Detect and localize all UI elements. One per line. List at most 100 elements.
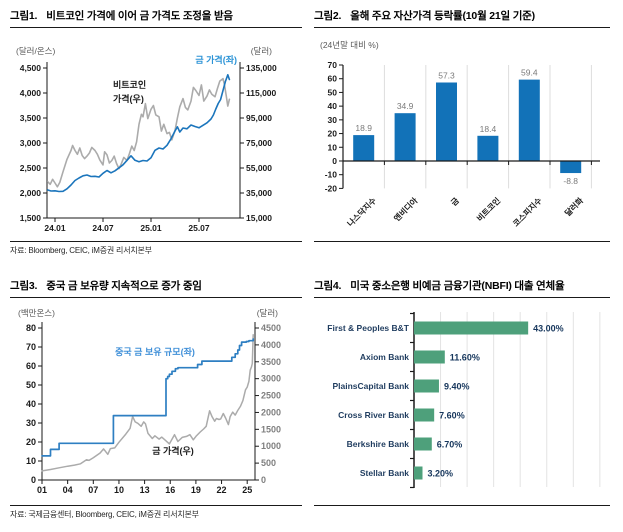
- svg-text:34.9: 34.9: [397, 101, 414, 111]
- svg-text:중국 금 보유 규모(좌): 중국 금 보유 규모(좌): [115, 346, 195, 357]
- svg-text:4000: 4000: [261, 340, 281, 350]
- svg-text:7.60%: 7.60%: [439, 411, 465, 421]
- svg-text:Berkshire Bank: Berkshire Bank: [347, 439, 410, 449]
- svg-text:가격(우): 가격(우): [113, 93, 144, 104]
- svg-text:금 가격(좌): 금 가격(좌): [195, 54, 237, 65]
- svg-text:4,000: 4,000: [20, 88, 42, 98]
- figure-1-title-rule: [10, 27, 302, 28]
- bar-PlainsCapital Bank: [414, 379, 439, 393]
- svg-text:70: 70: [26, 342, 36, 352]
- svg-text:(백만온스): (백만온스): [18, 308, 55, 318]
- svg-text:15,000: 15,000: [246, 213, 272, 223]
- figure-2-bottom-rule: [314, 241, 610, 242]
- svg-text:40: 40: [26, 399, 36, 409]
- svg-text:-20: -20: [325, 183, 338, 193]
- figure-1-bottom-rule: [10, 241, 302, 242]
- china-gold-holdings-left-line: [41, 338, 255, 457]
- svg-text:나스닥지수: 나스닥지수: [345, 195, 379, 229]
- figure-3-title-rule: [10, 297, 302, 298]
- svg-text:3500: 3500: [261, 357, 281, 367]
- svg-text:24.01: 24.01: [44, 223, 66, 233]
- figure-3-title: 그림3. 중국 금 보유량 지속적으로 증가 중임: [10, 278, 202, 293]
- svg-text:25.07: 25.07: [188, 223, 210, 233]
- svg-text:2500: 2500: [261, 391, 281, 401]
- svg-text:55,000: 55,000: [246, 163, 272, 173]
- svg-text:95,000: 95,000: [246, 113, 272, 123]
- figure-4-chart-nbfi-delinquency: First & Peoples B&T 43.00% Axiom Bank 11.60…: [327, 312, 601, 489]
- svg-text:0: 0: [31, 475, 36, 485]
- svg-text:50: 50: [328, 87, 338, 97]
- bar-Stellar Bank: [414, 466, 423, 480]
- svg-text:135,000: 135,000: [246, 63, 277, 73]
- figure-4-heading: 미국 중소은행 비예금 금융기관(NBFI) 대출 연체율: [350, 280, 565, 292]
- svg-text:19: 19: [191, 485, 201, 495]
- svg-text:115,000: 115,000: [246, 88, 277, 98]
- svg-text:13: 13: [140, 485, 150, 495]
- figure-1: 그림1. 비트코인 가격에 이어 금 가격도 조정을 받음 (달러/온스) (달러)…: [10, 6, 302, 268]
- svg-text:9.40%: 9.40%: [444, 382, 470, 392]
- bar-Axiom Bank: [414, 350, 445, 364]
- figure-1-label: 그림1.: [10, 10, 38, 22]
- bar-Cross River Bank: [414, 408, 435, 422]
- svg-text:10: 10: [114, 485, 124, 495]
- svg-text:07: 07: [88, 485, 98, 495]
- figure-4: 그림4. 미국 중소은행 비예금 금융기관(NBFI) 대출 연체율 First …: [314, 276, 610, 528]
- svg-text:43.00%: 43.00%: [533, 324, 564, 334]
- svg-text:6.70%: 6.70%: [437, 440, 463, 450]
- svg-text:엔비디아: 엔비디아: [392, 195, 420, 223]
- bar-First & Peoples B&T: [414, 321, 529, 335]
- svg-text:18.9: 18.9: [355, 123, 372, 133]
- svg-text:80: 80: [26, 323, 36, 333]
- svg-text:60: 60: [328, 74, 338, 84]
- figure-4-bottom-rule: [314, 505, 610, 506]
- svg-text:First & Peoples B&T: First & Peoples B&T: [327, 323, 410, 333]
- svg-text:1500: 1500: [261, 424, 281, 434]
- figure-2-chart-asset-returns: (24년말 대비 %) 70 60 50 40 30 20 10 0 -10 -20 18.9 나스닥지…: [320, 40, 600, 229]
- svg-text:PlainsCapital Bank: PlainsCapital Bank: [332, 381, 409, 391]
- svg-text:24.07: 24.07: [92, 223, 114, 233]
- svg-text:비트코인: 비트코인: [113, 79, 146, 90]
- figure-2: 그림2. 올해 주요 자산가격 등락률(10월 21일 기준) (24년말 대비 …: [314, 6, 610, 268]
- figure-3-chart-china-gold: (백만온스) (달러)807060504030201004500400035003…: [18, 308, 281, 495]
- svg-text:10: 10: [328, 142, 338, 152]
- svg-text:Cross River Bank: Cross River Bank: [338, 410, 409, 420]
- svg-text:20: 20: [328, 129, 338, 139]
- svg-text:30: 30: [26, 418, 36, 428]
- svg-text:500: 500: [261, 458, 276, 468]
- figure-2-title: 그림2. 올해 주요 자산가격 등락률(10월 21일 기준): [314, 8, 535, 23]
- svg-text:1000: 1000: [261, 441, 281, 451]
- svg-text:4500: 4500: [261, 323, 281, 333]
- svg-text:59.4: 59.4: [521, 68, 538, 78]
- svg-text:(달러): (달러): [257, 308, 278, 318]
- figure-1-chart-gold-bitcoin: (달러/온스) (달러) 4,500 4,000 3,500 3,000 2,500 2,00…: [16, 46, 277, 233]
- bar-코스피지수: [518, 79, 540, 161]
- figure-3-label: 그림3.: [10, 280, 38, 292]
- svg-text:25: 25: [242, 485, 252, 495]
- svg-text:Stellar Bank: Stellar Bank: [360, 468, 409, 478]
- svg-text:20: 20: [26, 437, 36, 447]
- figure-4-label: 그림4.: [314, 280, 342, 292]
- svg-text:-10: -10: [325, 170, 338, 180]
- svg-text:1,500: 1,500: [20, 213, 42, 223]
- figure-2-label: 그림2.: [314, 10, 342, 22]
- svg-text:2,000: 2,000: [20, 188, 42, 198]
- svg-text:10: 10: [26, 456, 36, 466]
- svg-text:비트코인: 비트코인: [474, 195, 502, 223]
- figure-1-source: 자료: Bloomberg, CEIC, iM증권 리서치본부: [10, 246, 152, 255]
- svg-text:40: 40: [328, 101, 338, 111]
- figure-1-heading: 비트코인 가격에 이어 금 가격도 조정을 받음: [46, 10, 233, 22]
- svg-text:50: 50: [26, 380, 36, 390]
- svg-text:60: 60: [26, 361, 36, 371]
- figure-4-title-rule: [314, 297, 610, 298]
- svg-text:75,000: 75,000: [246, 138, 272, 148]
- bar-달러화: [560, 161, 582, 174]
- svg-text:2,500: 2,500: [20, 163, 42, 173]
- bar-엔비디아: [394, 113, 416, 161]
- figure-2-title-rule: [314, 27, 610, 28]
- gold-price-right-line: [41, 334, 254, 472]
- svg-text:-8.8: -8.8: [563, 176, 578, 186]
- svg-text:18.4: 18.4: [480, 124, 497, 134]
- svg-text:3,000: 3,000: [20, 138, 42, 148]
- svg-text:0: 0: [332, 156, 337, 166]
